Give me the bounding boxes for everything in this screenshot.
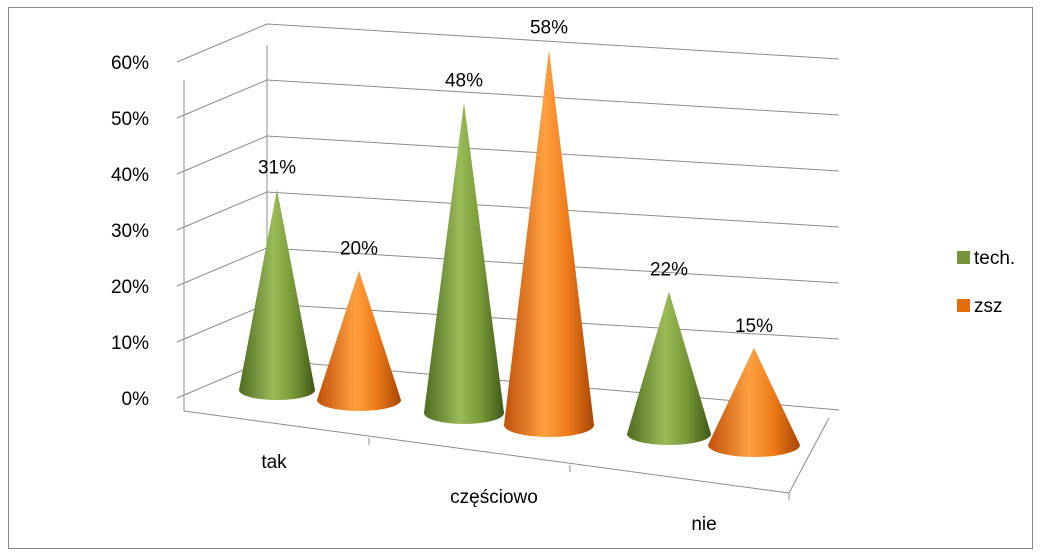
cone-zsz-nie (708, 347, 800, 457)
legend-label: tech. (974, 248, 1015, 269)
y-tick-label: 50% (111, 109, 149, 130)
floor-front-edge (183, 410, 790, 494)
y-tick-label: 30% (111, 221, 149, 242)
data-label: 22% (650, 260, 688, 281)
x-category-label: nie (691, 514, 716, 535)
cone-tech-nie (627, 291, 711, 445)
legend: tech. zsz (957, 248, 1015, 317)
cone-tech-tak (239, 189, 315, 400)
y-tick-label: 40% (111, 165, 149, 186)
y-tick-label: 10% (111, 333, 149, 354)
y-tick-mark (176, 394, 185, 399)
gridline-diagonal (183, 79, 268, 116)
gridline-diagonal (183, 135, 268, 172)
y-tick-mark (176, 226, 185, 231)
gridline-diagonal (183, 23, 268, 60)
data-labels: 31% 48% 22% 20% 58% 15% (258, 18, 773, 337)
cone-body (239, 189, 315, 400)
legend-swatch (957, 251, 970, 264)
floor-right-edge (788, 417, 830, 494)
cone-body (627, 291, 711, 445)
y-tick-label: 60% (111, 53, 149, 74)
cone-tech-częściowo (424, 102, 504, 424)
gridline-diagonal (183, 303, 268, 340)
cone-body (317, 270, 401, 411)
cone-body (424, 102, 504, 424)
y-tick-mark (176, 58, 185, 63)
data-label: 48% (445, 70, 483, 91)
data-label: 58% (530, 18, 568, 39)
y-tick-mark (176, 114, 185, 119)
cone-body (708, 347, 800, 457)
y-tick-mark (176, 338, 185, 343)
cone-body (504, 49, 594, 437)
x-category-label: tak (261, 452, 287, 473)
legend-swatch (957, 299, 970, 312)
x-axis-categories: tak częściowo nie (261, 452, 716, 535)
data-label: 15% (735, 316, 773, 337)
x-category-label: częściowo (450, 487, 538, 508)
cone-zsz-tak (317, 270, 401, 411)
cone-chart: 0% 10% 20% 30% 40% 50% 60% tak częściowo nie 31%… (111, 18, 1015, 535)
y-axis-ticks: 0% 10% 20% 30% 40% 50% 60% (111, 53, 149, 410)
gridline-diagonal (183, 247, 268, 284)
legend-label: zsz (974, 296, 1003, 317)
cones-layer (239, 49, 800, 457)
y-tick-mark (176, 282, 185, 287)
y-tick-label: 0% (122, 389, 150, 410)
cone-zsz-częściowo (504, 49, 594, 437)
y-tick-label: 20% (111, 277, 149, 298)
data-label: 20% (340, 239, 378, 260)
gridline-diagonal (183, 191, 268, 228)
data-label: 31% (258, 157, 296, 178)
y-tick-mark (176, 170, 185, 175)
chart-frame: 0% 10% 20% 30% 40% 50% 60% tak częściowo nie 31%… (8, 7, 1033, 549)
gridline (266, 23, 840, 60)
